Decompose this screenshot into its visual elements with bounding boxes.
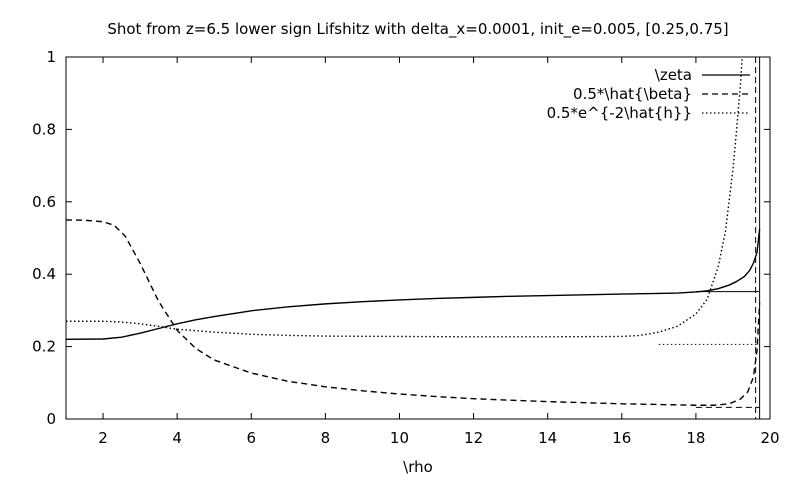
legend-label: \zeta [655, 66, 692, 84]
y-tick-label: 0.2 [32, 338, 56, 356]
x-tick-label: 10 [390, 429, 409, 447]
y-tick-label: 0.8 [32, 120, 56, 138]
legend-label: 0.5*e^{-2\hat{h}} [547, 104, 692, 122]
y-tick-label: 0.4 [32, 265, 56, 283]
y-tick-label: 0 [46, 410, 56, 428]
x-tick-label: 16 [612, 429, 631, 447]
series-line-dashed [66, 219, 761, 406]
series-line-dotted [66, 57, 743, 338]
x-tick-label: 4 [172, 429, 182, 447]
axes: 2 4 6 8 10 12 14 16 18 20 0 0.2 0.4 0.6 0.8 1 [32, 48, 779, 447]
chart-title: Shot from z=6.5 lower sign Lifshitz with… [107, 20, 728, 39]
x-tick-label: 8 [321, 429, 331, 447]
x-tick-label: 20 [760, 429, 779, 447]
x-tick-label: 18 [686, 429, 705, 447]
y-tick-label: 1 [46, 48, 56, 66]
y-tick-label: 0.6 [32, 193, 56, 211]
series-line-solid [66, 228, 761, 341]
x-tick-label: 6 [246, 429, 256, 447]
plot-frame [65, 56, 771, 420]
x-tick-label: 14 [538, 429, 557, 447]
series-layer [66, 57, 761, 419]
x-axis-label: \rho [403, 458, 433, 476]
legend-label: 0.5*\hat{\beta} [573, 85, 692, 103]
x-tick-label: 2 [98, 429, 108, 447]
x-tick-label: 12 [464, 429, 483, 447]
